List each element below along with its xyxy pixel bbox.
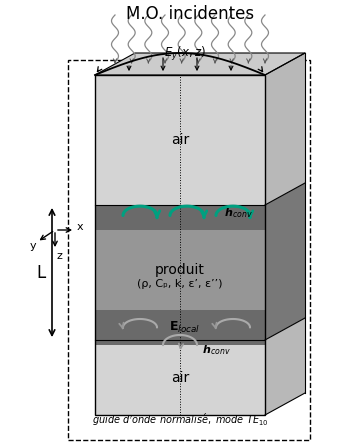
- Text: air: air: [171, 133, 189, 147]
- Text: produit: produit: [155, 263, 205, 277]
- Text: x: x: [77, 222, 83, 232]
- Polygon shape: [95, 53, 305, 75]
- Text: $\boldsymbol{h}_{conv}$: $\boldsymbol{h}_{conv}$: [202, 343, 231, 357]
- Polygon shape: [265, 53, 305, 205]
- Polygon shape: [265, 318, 305, 415]
- Text: (ρ, Cₚ, k, ε’, ε’’): (ρ, Cₚ, k, ε’, ε’’): [137, 279, 223, 289]
- Text: M.O. incidentes: M.O. incidentes: [126, 5, 254, 23]
- Polygon shape: [95, 345, 265, 415]
- Text: z: z: [56, 251, 62, 261]
- Text: $\boldsymbol{h}_{conv}$: $\boldsymbol{h}_{conv}$: [224, 206, 253, 220]
- Text: $E_y(x,z)$: $E_y(x,z)$: [164, 45, 206, 63]
- Text: air: air: [171, 371, 189, 384]
- Text: y: y: [30, 241, 36, 251]
- Polygon shape: [95, 230, 265, 310]
- Text: L: L: [37, 264, 46, 281]
- Polygon shape: [95, 310, 265, 345]
- Polygon shape: [95, 75, 265, 205]
- Text: $\mathbf{E}_{local}$: $\mathbf{E}_{local}$: [170, 320, 201, 335]
- Text: $\it{guide\ d'onde\ normalis\acute{e},\ mode}\ TE_{10}$: $\it{guide\ d'onde\ normalis\acute{e},\ …: [92, 412, 268, 428]
- Polygon shape: [95, 205, 265, 230]
- Polygon shape: [265, 183, 305, 340]
